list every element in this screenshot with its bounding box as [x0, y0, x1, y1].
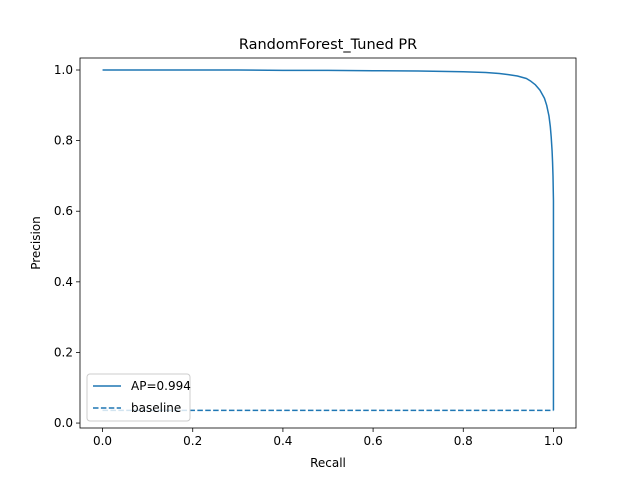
legend-label: baseline	[131, 401, 181, 415]
legend: AP=0.994 baseline	[86, 373, 191, 422]
axis-ticks: 0.0 0.2 0.4 0.6 0.8 1.0 0.0 0.2 0.4 0.6 0.8 1.0	[54, 63, 563, 448]
x-tick-label: 0.2	[183, 434, 202, 448]
chart-title: RandomForest_Tuned PR	[239, 37, 417, 53]
x-axis-label: Recall	[310, 456, 346, 470]
legend-label: AP=0.994	[131, 379, 191, 393]
y-tick-label: 1.0	[54, 63, 73, 77]
y-tick-label: 0.6	[54, 204, 73, 218]
axes-frame	[79, 57, 577, 429]
x-tick-label: 0.6	[364, 434, 383, 448]
y-tick-label: 0.0	[54, 416, 73, 430]
x-tick-label: 0.8	[454, 434, 473, 448]
x-tick-label: 0.4	[273, 434, 292, 448]
y-axis-label: Precision	[29, 216, 43, 270]
y-tick-label: 0.2	[54, 345, 73, 359]
y-tick-label: 0.4	[54, 275, 73, 289]
series-line-pr-curve	[102, 69, 555, 411]
y-tick-label: 0.8	[54, 134, 73, 148]
x-tick-label: 1.0	[544, 434, 563, 448]
x-tick-label: 0.0	[93, 434, 112, 448]
